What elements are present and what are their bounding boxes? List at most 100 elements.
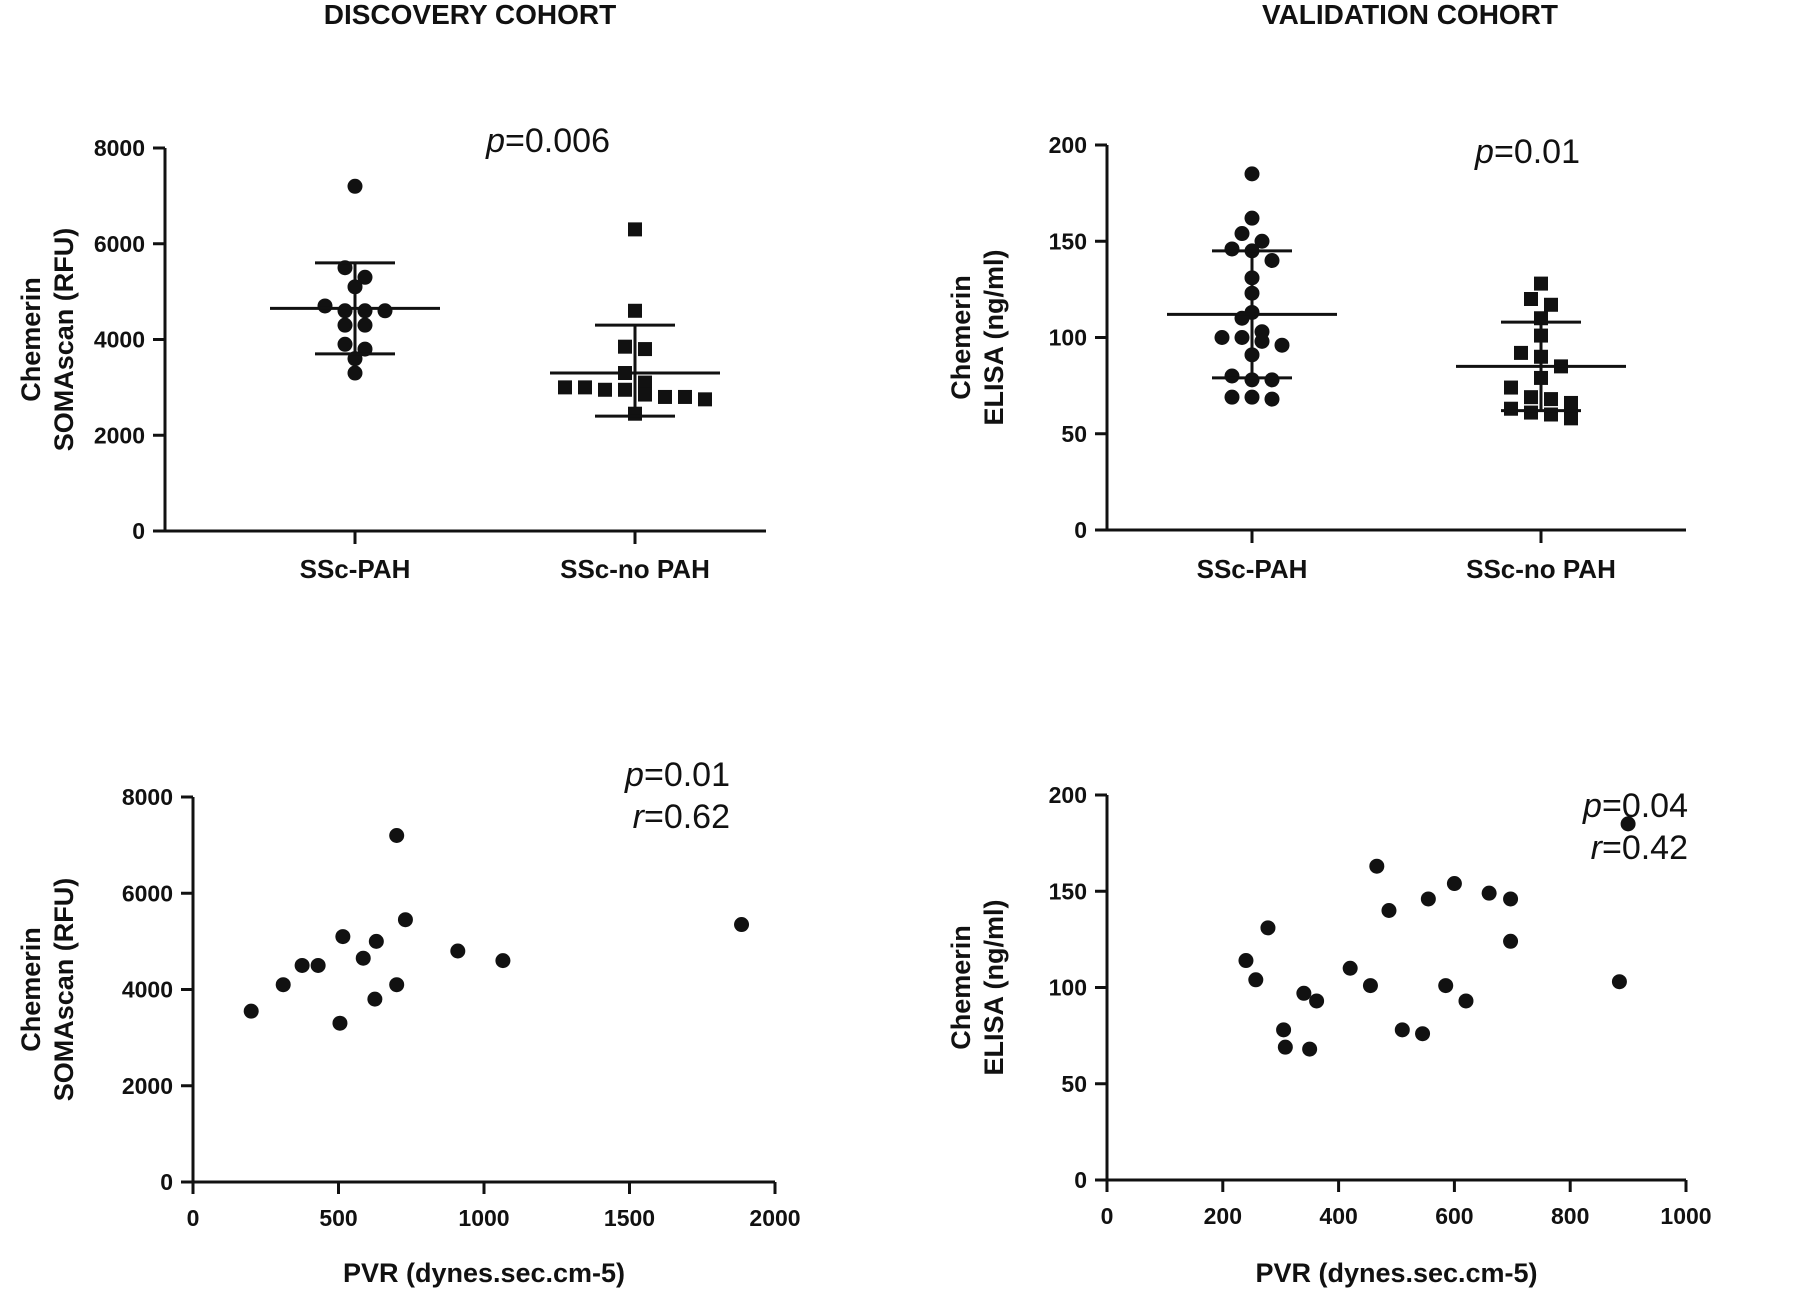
data-point (1415, 1026, 1431, 1042)
x-tick-label: 1000 (1660, 1203, 1711, 1229)
data-point (1438, 978, 1454, 994)
data-point (1264, 253, 1280, 268)
data-point (317, 298, 333, 314)
validation-cohort-title: VALIDATION COHORT (1262, 0, 1558, 30)
data-point (1244, 389, 1260, 405)
data-point (1503, 891, 1519, 907)
data-point (1620, 816, 1636, 832)
data-point (275, 977, 291, 993)
x-tick-label: 800 (1551, 1203, 1589, 1229)
data-point (397, 912, 413, 928)
data-point (1362, 978, 1378, 994)
data-point (1224, 241, 1240, 257)
x-tick-label: 0 (1101, 1203, 1114, 1229)
data-point (1544, 297, 1558, 312)
data-point (368, 933, 384, 949)
data-point (698, 392, 712, 407)
y-tick-label: 2000 (122, 1073, 173, 1099)
data-point (1302, 1041, 1318, 1057)
data-point (357, 317, 373, 333)
data-point (1260, 920, 1276, 936)
panel-discovery-dot-plot: 0 2000 4000 6000 8000 Chemerin SOMAscan (RFU) p… (16, 122, 766, 584)
data-point (337, 317, 353, 333)
y-tick-label: 50 (1061, 421, 1087, 447)
data-point (558, 380, 572, 395)
stat-p-label: p=0.006 (485, 122, 610, 160)
x-tick-label: 600 (1435, 1203, 1473, 1229)
data-point (1254, 333, 1270, 349)
data-point (389, 977, 405, 993)
data-point (1514, 345, 1528, 360)
y-tick-label: 4000 (94, 327, 145, 353)
y-tick-label: 50 (1061, 1071, 1087, 1097)
data-point (357, 269, 373, 285)
data-point (1276, 1022, 1292, 1038)
data-point (1277, 1039, 1293, 1055)
discovery-cohort-title: DISCOVERY COHORT (324, 0, 616, 30)
panel-discovery-scatter-plot: 0 2000 4000 6000 8000 Chemerin SOMAscan (RFU) p… (16, 756, 801, 1288)
x-tick-label: 1000 (458, 1205, 509, 1231)
data-point (335, 929, 351, 945)
stat-r-symbol: r (633, 798, 646, 836)
stat-p-label: p=0.01 (1474, 133, 1580, 171)
data-point (294, 957, 310, 973)
category-label: SSc-no PAH (560, 554, 710, 584)
y-tick-label: 2000 (94, 422, 145, 448)
data-point (1309, 993, 1325, 1009)
stat-r-label: r=0.62 (633, 798, 730, 836)
y-axis-title-line: Chemerin (946, 275, 976, 400)
stat-p-label: p=0.01 (624, 756, 730, 794)
data-point (1274, 337, 1290, 353)
data-point (1524, 405, 1538, 420)
stat-r-symbol: r (1591, 829, 1604, 867)
data-point (357, 303, 373, 319)
data-point (628, 303, 642, 318)
data-point (1224, 389, 1240, 405)
stat-r-label: r=0.42 (1591, 829, 1688, 867)
data-point (377, 303, 393, 319)
y-tick-label: 6000 (122, 880, 173, 906)
data-point (1481, 885, 1497, 901)
stat-p-symbol: p (485, 122, 505, 160)
y-tick-label: 150 (1049, 228, 1087, 254)
category-label: SSc-PAH (1197, 554, 1308, 584)
y-tick-label: 0 (1074, 1167, 1087, 1193)
data-point (243, 1003, 259, 1019)
data-point (1611, 974, 1627, 990)
y-tick-label: 0 (1074, 517, 1087, 543)
data-point (598, 382, 612, 397)
data-point (1446, 876, 1462, 892)
data-point (1564, 411, 1578, 426)
data-point (1248, 972, 1264, 988)
panel-validation-dot-plot: 0 50 100 150 200 Chemerin ELISA (ng/ml) p=0.01 S… (946, 132, 1686, 584)
data-point (337, 336, 353, 352)
data-point (1369, 858, 1385, 874)
y-axis-title: Chemerin ELISA (ng/ml) (946, 900, 1009, 1076)
x-tick-label: 200 (1204, 1203, 1242, 1229)
x-axis-title: PVR (dynes.sec.cm-5) (1255, 1258, 1537, 1288)
y-tick-label: 0 (132, 518, 145, 544)
y-tick-label: 0 (160, 1169, 173, 1195)
data-point (1524, 292, 1538, 306)
data-point (1534, 276, 1548, 291)
category-label: SSc-no PAH (1466, 554, 1616, 584)
stat-p-symbol: p (1474, 133, 1494, 171)
x-tick-label: 500 (319, 1205, 357, 1231)
data-point (1234, 330, 1250, 345)
category-label: SSc-PAH (300, 554, 411, 584)
y-axis-title: Chemerin SOMAscan (RFU) (16, 878, 79, 1102)
data-point (450, 943, 466, 959)
data-point (734, 917, 750, 933)
data-point (1420, 891, 1436, 907)
y-tick-label: 100 (1049, 325, 1087, 351)
y-axis-title-line: SOMAscan (RFU) (49, 228, 79, 452)
data-point (638, 342, 652, 357)
y-tick-label: 8000 (94, 135, 145, 161)
data-point (1381, 903, 1397, 918)
stat-p-value: =0.04 (1602, 787, 1688, 825)
y-tick-label: 6000 (94, 231, 145, 257)
y-tick-label: 4000 (122, 977, 173, 1003)
y-tick-label: 100 (1049, 975, 1087, 1001)
data-point (1504, 401, 1518, 416)
